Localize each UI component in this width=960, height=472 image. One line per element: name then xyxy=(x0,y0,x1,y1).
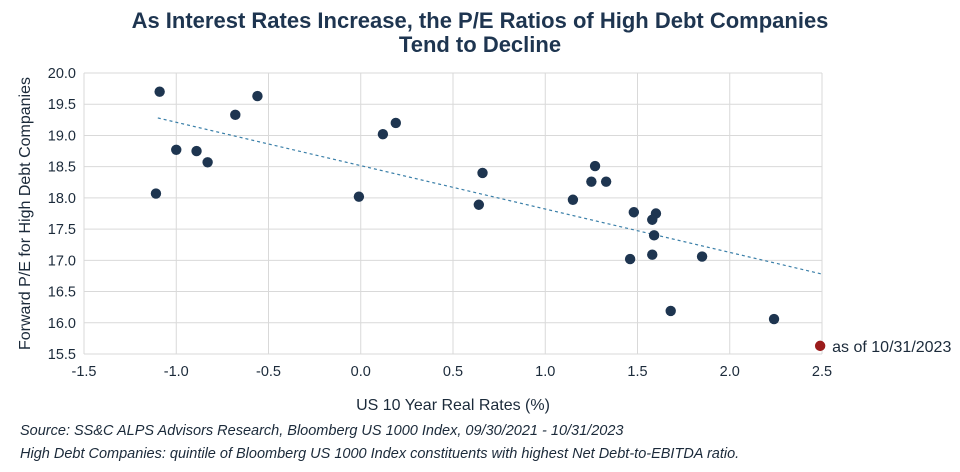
data-point xyxy=(589,160,601,172)
highlight-annotation: as of 10/31/2023 xyxy=(832,339,951,356)
x-tick-label: -0.5 xyxy=(256,364,281,380)
y-tick-label: 16.0 xyxy=(48,316,76,332)
y-tick-label: 18.0 xyxy=(48,191,76,207)
data-point xyxy=(377,128,389,140)
x-tick-label: 1.5 xyxy=(627,364,647,380)
data-point xyxy=(665,305,676,317)
y-axis-label: Forward P/E for High Debt Companies xyxy=(17,77,34,350)
highlight-point xyxy=(814,340,826,352)
x-tick-label: -1.5 xyxy=(72,364,97,380)
x-axis-label: US 10 Year Real Rates (%) xyxy=(356,397,550,414)
data-point xyxy=(230,109,241,121)
data-point xyxy=(696,251,708,262)
x-tick-label: 0.5 xyxy=(443,364,463,380)
data-point xyxy=(154,86,165,97)
y-tick-label: 19.5 xyxy=(48,97,76,113)
definition-note: High Debt Companies: quintile of Bloombe… xyxy=(20,446,740,462)
x-tick-label: 2.5 xyxy=(812,364,832,380)
data-point xyxy=(150,188,162,199)
source-note: Source: SS&C ALPS Advisors Research, Blo… xyxy=(20,423,624,439)
x-tick-label: 2.0 xyxy=(720,364,740,380)
data-point xyxy=(624,253,636,265)
data-point xyxy=(191,145,202,157)
data-point xyxy=(477,167,488,179)
data-point xyxy=(252,90,263,102)
data-point xyxy=(567,194,579,205)
scatter-chart: 15.5 16.0 16.5 17.0 17.5 18.0 18.5 19.0 19.5 20.0… xyxy=(17,66,951,414)
data-point xyxy=(648,230,660,241)
x-tick-label: 0.0 xyxy=(351,364,371,380)
data-point xyxy=(628,207,640,218)
y-tick-label: 18.5 xyxy=(48,160,76,176)
x-tick-label: -1.0 xyxy=(164,364,189,380)
data-point xyxy=(390,117,402,129)
trendline xyxy=(157,117,823,275)
data-point xyxy=(647,249,658,260)
data-point xyxy=(473,199,485,210)
data-point xyxy=(768,313,780,325)
chart-title: As Interest Rates Increase, the P/E Rati… xyxy=(131,8,829,33)
data-point xyxy=(171,144,182,156)
x-tick-label: 1.0 xyxy=(535,364,555,380)
data-point xyxy=(586,176,597,187)
y-tick-label: 19.0 xyxy=(48,128,76,144)
y-tick-label: 15.5 xyxy=(48,347,76,363)
chart-title-line2: Tend to Decline xyxy=(398,32,562,57)
data-point xyxy=(647,214,658,225)
y-tick-label: 17.5 xyxy=(48,222,76,238)
data-point xyxy=(353,191,365,202)
y-tick-label: 17.0 xyxy=(48,253,76,269)
data-point xyxy=(202,157,213,168)
y-tick-label: 20.0 xyxy=(48,66,76,82)
data-point xyxy=(600,176,612,187)
y-tick-label: 16.5 xyxy=(48,285,76,301)
